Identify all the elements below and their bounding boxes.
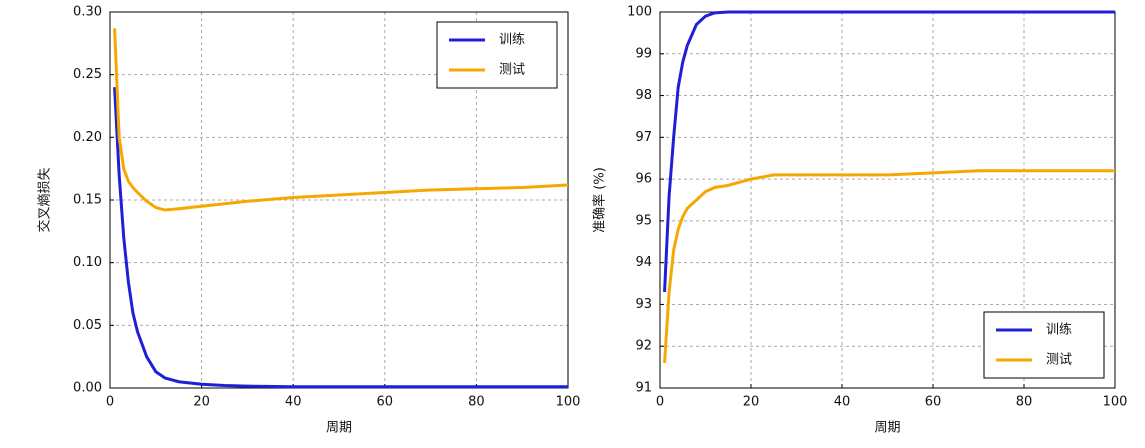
x-tick-label: 60 [377, 395, 394, 410]
y-tick-label: 92 [635, 339, 652, 354]
x-tick-label: 40 [834, 395, 851, 410]
y-tick-label: 0.00 [73, 381, 102, 396]
x-tick-label: 0 [106, 395, 114, 410]
y-tick-label: 96 [635, 172, 652, 187]
y-axis-label: 准确率 (%) [592, 167, 608, 233]
legend-label: 测试 [499, 63, 525, 78]
y-tick-label: 0.25 [73, 67, 102, 82]
x-axis-label: 周期 [874, 421, 900, 436]
x-tick-label: 80 [1016, 395, 1033, 410]
y-tick-label: 94 [635, 255, 652, 270]
series-line [113, 28, 569, 212]
y-tick-label: 0.05 [73, 318, 102, 333]
y-tick-label: 95 [635, 213, 652, 228]
series-line [663, 10, 1115, 292]
x-tick-label: 100 [556, 395, 581, 410]
legend-box [436, 21, 558, 89]
x-tick-label: 100 [1103, 395, 1128, 410]
y-tick-label: 93 [635, 297, 652, 312]
x-tick-label: 0 [656, 395, 664, 410]
y-tick-label: 97 [635, 130, 652, 145]
y-tick-label: 0.20 [73, 130, 102, 145]
y-tick-label: 91 [635, 381, 652, 396]
x-tick-label: 80 [468, 395, 485, 410]
series-line [113, 87, 568, 389]
y-tick-label: 0.10 [73, 255, 102, 270]
y-tick-label: 99 [635, 46, 652, 61]
x-axis-label: 周期 [326, 421, 352, 436]
y-tick-label: 0.15 [73, 193, 102, 208]
y-tick-label: 98 [635, 88, 652, 103]
legend-box [983, 311, 1105, 379]
series-line [663, 169, 1115, 364]
y-tick-label: 100 [627, 5, 652, 20]
x-tick-label: 60 [925, 395, 942, 410]
legend-label: 测试 [1046, 353, 1072, 368]
x-tick-label: 40 [285, 395, 302, 410]
legend-label: 训练 [1046, 323, 1072, 338]
y-axis-label: 交叉熵损失 [37, 167, 53, 232]
legend-label: 训练 [499, 33, 525, 48]
x-tick-label: 20 [743, 395, 760, 410]
x-tick-label: 20 [193, 395, 210, 410]
y-tick-label: 0.30 [73, 5, 102, 20]
